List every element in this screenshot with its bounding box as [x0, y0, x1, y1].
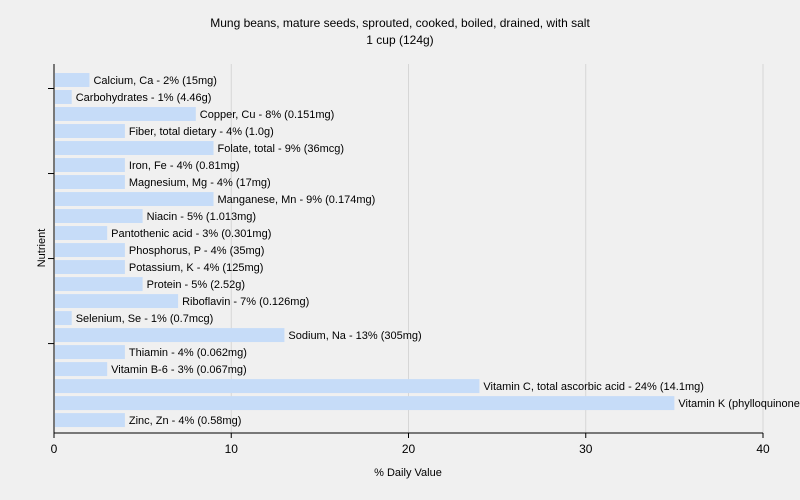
bar	[55, 141, 214, 155]
bar	[55, 175, 125, 189]
bar	[55, 260, 125, 275]
bar	[55, 311, 72, 326]
bar	[55, 328, 285, 343]
bar	[55, 158, 125, 172]
bar-label: Niacin - 5% (1.013mg)	[147, 211, 256, 223]
bar-label: Manganese, Mn - 9% (0.174mg)	[218, 194, 376, 206]
bar-label: Calcium, Ca - 2% (15mg)	[93, 75, 216, 87]
bar	[55, 107, 196, 121]
bar	[55, 362, 108, 377]
bar-label: Vitamin K (phylloquinone) - 35% (28.1mcg…	[678, 398, 800, 410]
bars	[55, 73, 675, 428]
bar-label: Thiamin - 4% (0.062mg)	[129, 347, 247, 359]
bar	[55, 192, 214, 207]
bar-label: Copper, Cu - 8% (0.151mg)	[200, 109, 335, 121]
bar	[55, 396, 675, 411]
bar-label: Magnesium, Mg - 4% (17mg)	[129, 177, 271, 189]
bar	[55, 294, 179, 309]
x-tick-label: 20	[402, 442, 416, 456]
bar	[55, 226, 108, 241]
bar-label: Vitamin B-6 - 3% (0.067mg)	[111, 364, 247, 376]
bar	[55, 124, 125, 138]
bar	[55, 277, 143, 292]
bar-label: Potassium, K - 4% (125mg)	[129, 262, 264, 274]
bar-label: Riboflavin - 7% (0.126mg)	[182, 296, 309, 308]
bar	[55, 209, 143, 224]
x-tick-labels: 0 10 20 30 40	[51, 442, 770, 456]
x-tick-label: 30	[579, 442, 593, 456]
bar	[55, 90, 72, 104]
y-axis-title: Nutrient	[36, 229, 48, 268]
bar-label: Protein - 5% (2.52g)	[147, 279, 245, 291]
x-tick-label: 0	[51, 442, 58, 456]
bar-label: Vitamin C, total ascorbic acid - 24% (14…	[483, 381, 704, 393]
bar	[55, 73, 90, 87]
bar-label: Zinc, Zn - 4% (0.58mg)	[129, 415, 241, 427]
gridlines	[230, 64, 764, 433]
x-tick-label: 40	[756, 442, 770, 456]
bar-label: Selenium, Se - 1% (0.7mcg)	[76, 313, 214, 325]
chart-subtitle: 1 cup (124g)	[366, 33, 433, 47]
bar-label: Pantothenic acid - 3% (0.301mg)	[111, 228, 271, 240]
axes	[48, 64, 764, 438]
bar-label: Fiber, total dietary - 4% (1.0g)	[129, 126, 274, 138]
x-tick-label: 10	[225, 442, 239, 456]
bar-label: Phosphorus, P - 4% (35mg)	[129, 245, 265, 257]
bar	[55, 379, 480, 394]
x-axis-title: % Daily Value	[374, 467, 442, 479]
chart-title: Mung beans, mature seeds, sprouted, cook…	[210, 16, 590, 30]
bar	[55, 243, 125, 258]
bar-label: Carbohydrates - 1% (4.46g)	[76, 92, 212, 104]
bar-label: Sodium, Na - 13% (305mg)	[288, 330, 421, 342]
bar-label: Folate, total - 9% (36mcg)	[218, 143, 345, 155]
bar-label: Iron, Fe - 4% (0.81mg)	[129, 160, 240, 172]
bar	[55, 345, 125, 360]
bar	[55, 413, 125, 428]
bar-labels: Calcium, Ca - 2% (15mg) Carbohydrates - 1…	[76, 75, 800, 427]
